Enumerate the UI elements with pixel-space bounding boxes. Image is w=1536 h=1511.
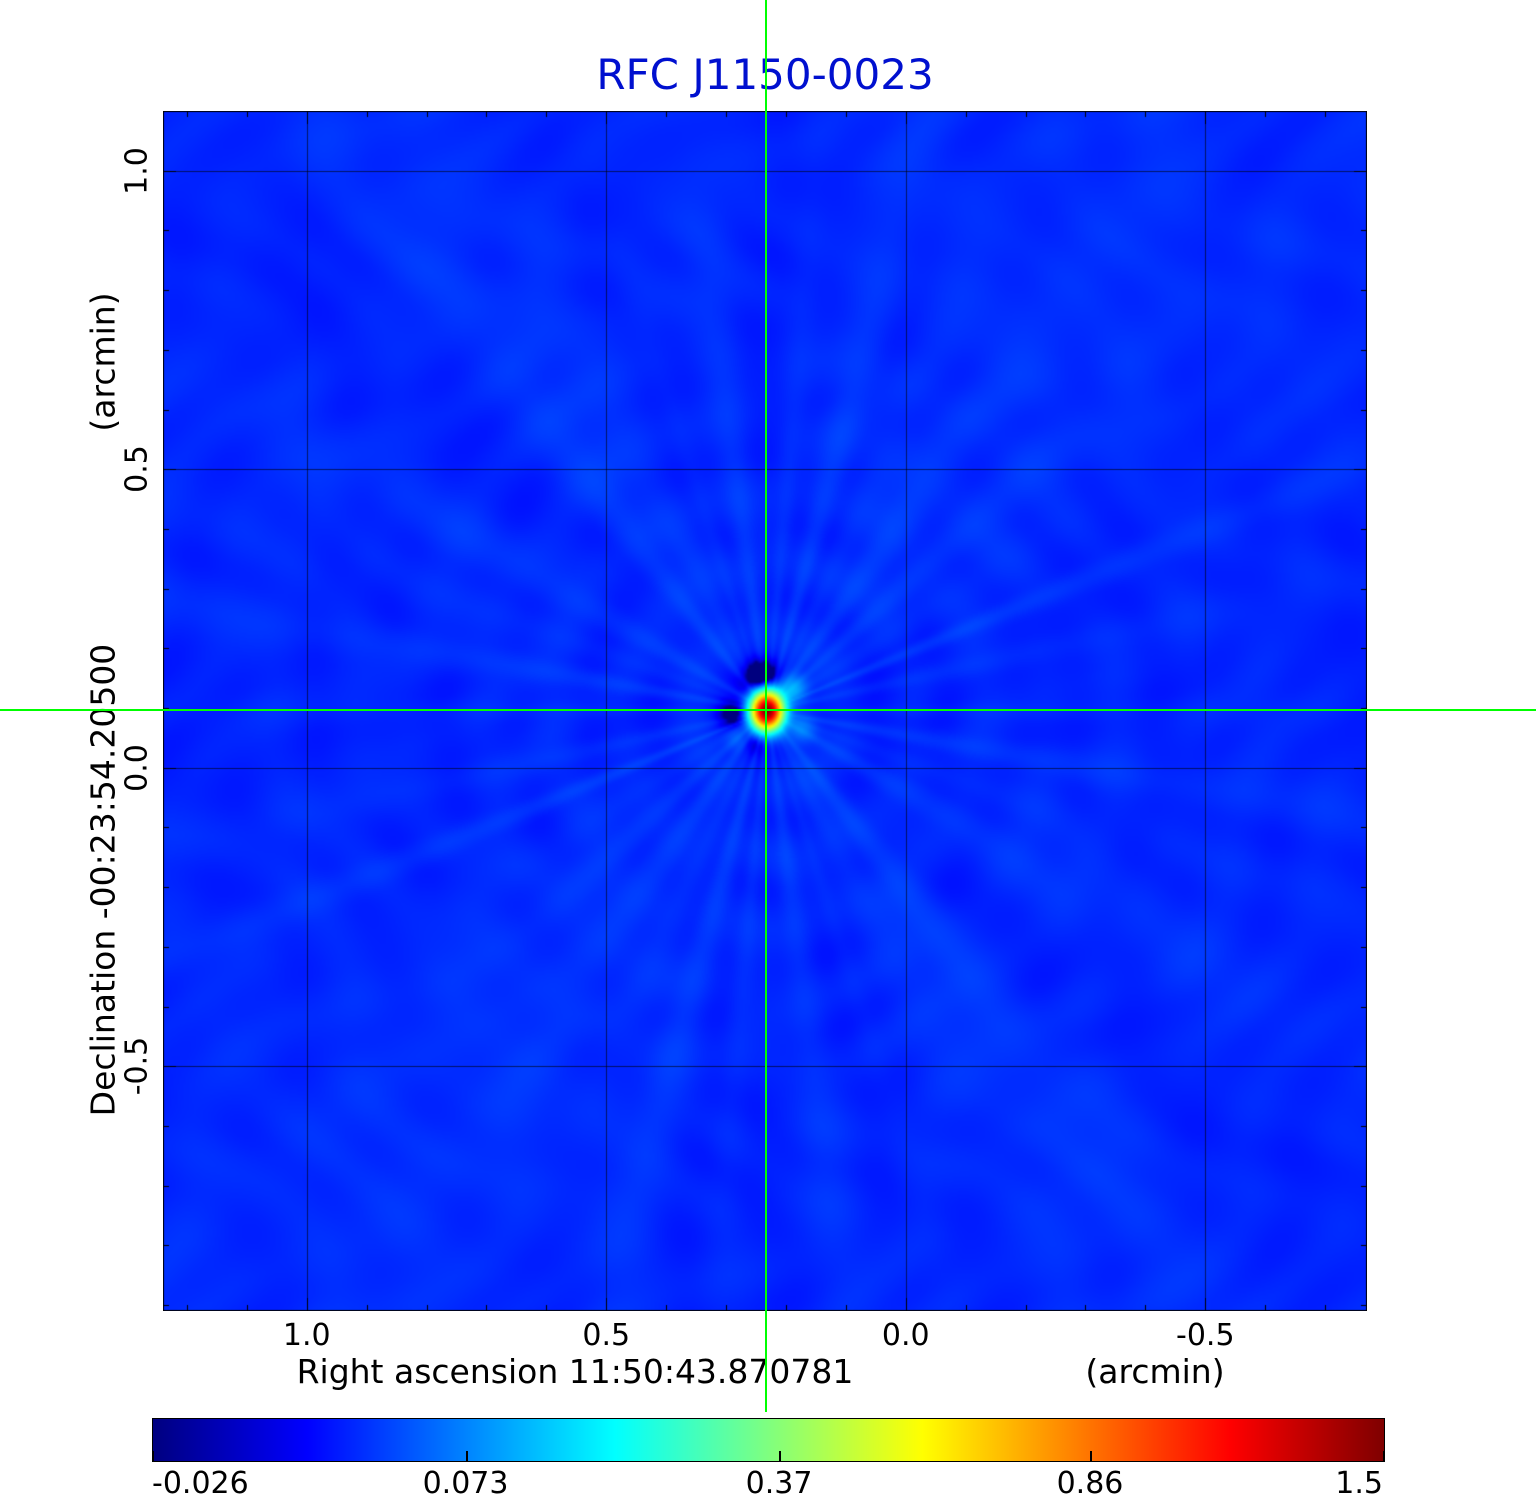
- figure-title: RFC J1150-0023: [596, 50, 934, 99]
- colorbar-tick-label: -0.026: [152, 1466, 249, 1501]
- colorbar-tick: [465, 1451, 468, 1461]
- colorbar-tick: [779, 1451, 782, 1461]
- x-tick-label: -0.5: [1175, 1318, 1235, 1353]
- colorbar-tick: [1383, 1451, 1385, 1461]
- y-tick-label: 1.0: [119, 146, 155, 195]
- colorbar-tick-label: 1.5: [1335, 1466, 1383, 1501]
- y-tick-label: 0.5: [119, 445, 155, 494]
- x-tick-label: 1.0: [282, 1318, 331, 1353]
- colorbar-tick-label: 0.073: [422, 1466, 509, 1501]
- y-axis-label: Declination -00:23:54.20500: [83, 643, 123, 1117]
- crosshair-vertical-line: [765, 0, 768, 1412]
- colorbar-tick-label: 0.37: [745, 1466, 813, 1501]
- sky-map-heatmap: [163, 111, 1367, 1311]
- y-tick-label: 0.0: [119, 743, 155, 792]
- colorbar-tick: [1090, 1451, 1093, 1461]
- colorbar-tick-label: 0.86: [1056, 1466, 1124, 1501]
- x-axis-unit-label: (arcmin): [1085, 1352, 1225, 1391]
- y-tick-label: -0.5: [119, 1036, 155, 1096]
- x-tick-label: 0.5: [582, 1318, 631, 1353]
- x-axis-label: Right ascension 11:50:43.870781: [296, 1352, 854, 1391]
- crosshair-horizontal-line: [0, 708, 1536, 711]
- colorbar: [152, 1418, 1385, 1462]
- y-axis-unit-label: (arcmin): [83, 292, 123, 432]
- colorbar-tick: [152, 1451, 154, 1461]
- x-tick-label: 0.0: [881, 1318, 930, 1353]
